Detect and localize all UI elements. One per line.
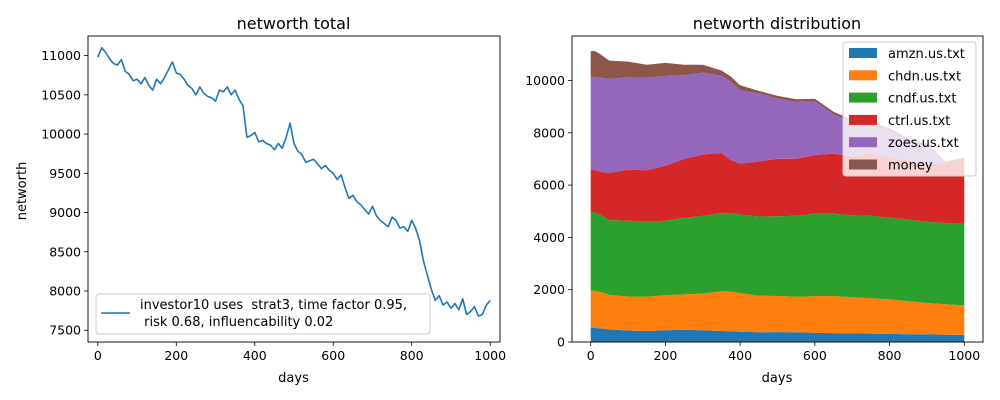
x-tick-label: 400 (728, 348, 752, 363)
plot-area: 0 200 400 600 800 1000 7500 8000 8500 9000 9500 100… (41, 35, 506, 363)
legend-label: zoes.us.txt (888, 136, 959, 151)
legend-swatch (849, 159, 877, 170)
y-tick-label: 11000 (41, 48, 81, 63)
series-line-investor10 (97, 46, 491, 317)
chart-title: networth total (237, 14, 351, 33)
y-tick-label: 10000 (525, 73, 565, 88)
legend-label: amzn.us.txt (888, 47, 965, 62)
x-tick-label: 1000 (474, 348, 506, 363)
legend-label-line2: risk 0.68, influencability 0.02 (140, 315, 333, 330)
x-tick-label: 600 (321, 348, 345, 363)
legend-label-line1: investor10 uses strat3, time factor 0.95… (140, 298, 407, 313)
chart-title: networth distribution (693, 14, 861, 33)
legend: amzn.us.txt chdn.us.txt cndf.us.txt ctrl.us… (842, 41, 977, 177)
axes-frame (87, 35, 501, 343)
legend-swatch (849, 70, 877, 81)
axes-frame (571, 35, 984, 343)
legend-label: chdn.us.txt (888, 69, 961, 84)
y-tick-label: 10000 (41, 127, 81, 142)
legend-swatch (849, 92, 877, 103)
y-tick-label: 8500 (49, 244, 81, 259)
legend-box (842, 41, 977, 177)
y-tick-label: 9000 (49, 205, 81, 220)
y-tick-label: 8000 (49, 284, 81, 299)
legend-swatch (849, 48, 877, 58)
y-tick-label: 7500 (49, 323, 81, 338)
legend-swatch (849, 137, 877, 148)
legend-swatch (849, 114, 877, 125)
y-tick-label: 10500 (41, 87, 81, 102)
x-tick-label: 800 (878, 348, 902, 363)
y-tick-label: 4000 (533, 230, 565, 245)
y-axis-label: networth (15, 162, 30, 221)
x-tick-label: 0 (94, 348, 102, 363)
x-tick-label: 1000 (948, 348, 980, 363)
y-tick-label: 9500 (49, 166, 81, 181)
area-chdn-us-txt (590, 290, 965, 335)
area-money (590, 50, 965, 163)
x-tick-label: 800 (400, 348, 424, 363)
y-tick-label: 6000 (533, 178, 565, 193)
area-cndf-us-txt (590, 212, 965, 306)
networth-total-chart: networth total 0 200 400 600 800 1000 7500 8000… (15, 14, 506, 386)
x-tick-label: 400 (243, 348, 267, 363)
y-tick-label: 8000 (533, 125, 565, 140)
y-tick-label: 0 (557, 335, 565, 350)
legend: investor10 uses strat3, time factor 0.95… (95, 293, 431, 335)
area-amzn-us-txt (590, 327, 965, 342)
y-tick-label: 2000 (533, 282, 565, 297)
x-tick-label: 200 (653, 348, 677, 363)
x-tick-label: 200 (164, 348, 188, 363)
x-axis-label: days (762, 371, 793, 386)
x-tick-label: 0 (587, 348, 595, 363)
legend-label: ctrl.us.txt (888, 114, 950, 129)
legend-label: cndf.us.txt (888, 92, 956, 107)
x-axis-label: days (278, 371, 309, 386)
legend-box (95, 293, 431, 335)
legend-label: money (888, 159, 933, 174)
networth-distribution-chart: networth distribution 0 200 400 600 800 10000… (525, 14, 984, 386)
x-tick-label: 600 (803, 348, 827, 363)
